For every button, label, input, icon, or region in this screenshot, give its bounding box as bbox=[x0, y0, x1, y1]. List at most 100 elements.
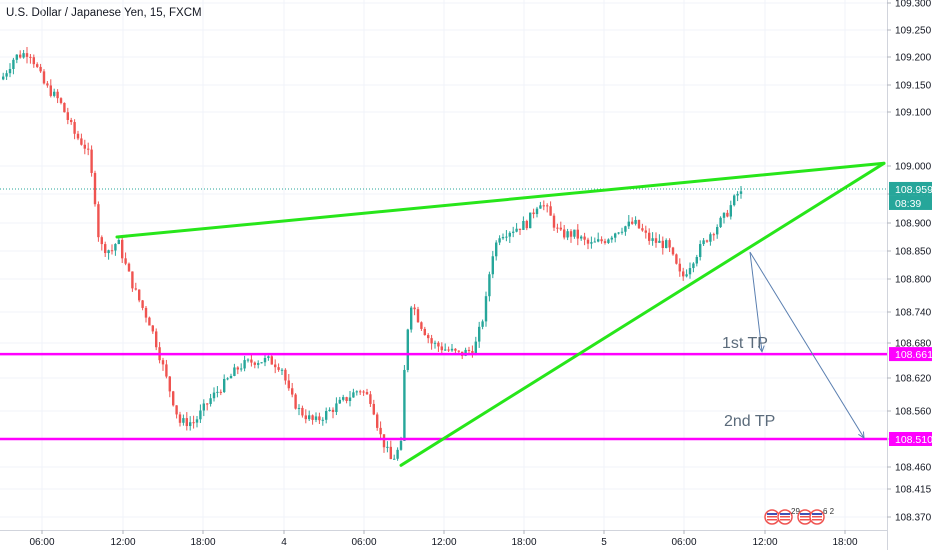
x-tick-label: 06:00 bbox=[29, 537, 54, 548]
candle-body bbox=[331, 409, 335, 413]
candle-body bbox=[484, 296, 488, 322]
candle-body bbox=[25, 53, 29, 57]
candle-body bbox=[308, 415, 311, 420]
candle-body bbox=[206, 403, 209, 405]
candle-body bbox=[121, 239, 124, 259]
candle-body bbox=[440, 346, 443, 351]
candle-body bbox=[671, 247, 675, 255]
price-tag-countdown-bg bbox=[889, 195, 932, 210]
candle-body bbox=[423, 328, 426, 336]
candle-body bbox=[189, 422, 192, 427]
candle-body bbox=[352, 392, 355, 398]
x-tick-label: 12:00 bbox=[431, 537, 456, 548]
candle-body bbox=[80, 138, 83, 145]
candle-body bbox=[284, 369, 287, 381]
candle-body bbox=[165, 364, 168, 377]
price-tag-level-2-bg bbox=[889, 432, 932, 446]
candle-body bbox=[532, 212, 535, 215]
candle-body bbox=[280, 369, 284, 371]
price-tag-last: 108.959 bbox=[895, 184, 932, 196]
candle-body bbox=[695, 256, 698, 264]
candle-body bbox=[212, 392, 216, 399]
x-tick-label: 18:00 bbox=[190, 537, 215, 548]
candle-body bbox=[376, 414, 379, 428]
event-flag-4 bbox=[809, 509, 825, 525]
candle-body bbox=[131, 271, 134, 289]
candle-body bbox=[454, 348, 457, 351]
y-tick-label: 108.900 bbox=[895, 219, 932, 230]
candle-body bbox=[450, 348, 454, 351]
candle-body bbox=[736, 193, 739, 196]
candle-body bbox=[729, 205, 732, 217]
candle-body bbox=[141, 300, 144, 308]
y-tick-label: 108.460 bbox=[895, 463, 932, 474]
candle-body bbox=[42, 71, 46, 84]
event-flag-2-count: 29 bbox=[791, 507, 800, 516]
candles bbox=[2, 47, 743, 461]
y-tick-label: 109.150 bbox=[895, 81, 932, 92]
chart-title: U.S. Dollar / Japanese Yen, 15, FXCM bbox=[6, 7, 202, 19]
candle-body bbox=[586, 239, 590, 244]
y-tick-label: 108.415 bbox=[895, 485, 932, 496]
candle-body bbox=[338, 399, 341, 404]
candle-body bbox=[678, 263, 681, 272]
candle-body bbox=[93, 172, 97, 205]
candle-body bbox=[110, 250, 114, 252]
candle-body bbox=[250, 359, 253, 363]
candle-body bbox=[573, 229, 576, 237]
candle-body bbox=[291, 388, 294, 395]
candle-body bbox=[457, 350, 460, 352]
candle-body bbox=[512, 231, 515, 233]
y-tick-label: 108.560 bbox=[895, 407, 932, 418]
candle-body bbox=[712, 234, 715, 236]
candle-body bbox=[270, 356, 273, 365]
candle-body bbox=[223, 378, 226, 393]
candle-body bbox=[90, 149, 93, 173]
candle-body bbox=[600, 239, 603, 242]
candle-body bbox=[488, 274, 491, 297]
candle-body bbox=[5, 73, 8, 77]
event-flag-2-stripe1 bbox=[780, 516, 790, 518]
candle-body bbox=[148, 317, 151, 326]
candle-body bbox=[563, 229, 566, 238]
candle-body bbox=[386, 446, 389, 448]
candle-body bbox=[525, 220, 528, 229]
candle-body bbox=[546, 205, 549, 207]
candle-body bbox=[478, 326, 481, 342]
candle-body bbox=[83, 144, 86, 149]
x-tick-label: 12:00 bbox=[752, 537, 777, 548]
event-flag-1 bbox=[764, 509, 780, 525]
y-tick-label: 108.740 bbox=[895, 308, 932, 319]
candle-body bbox=[559, 227, 562, 230]
event-flag-1-band bbox=[767, 513, 777, 515]
candle-body bbox=[328, 409, 331, 412]
candle-body bbox=[529, 212, 532, 229]
candle-body bbox=[267, 356, 270, 358]
candle-body bbox=[569, 231, 573, 237]
candle-body bbox=[393, 458, 396, 460]
candle-body bbox=[355, 391, 358, 393]
candle-body bbox=[413, 307, 416, 310]
candle-body bbox=[100, 237, 103, 245]
candle-body bbox=[287, 380, 290, 389]
y-tick-label: 108.680 bbox=[895, 339, 932, 350]
candle-body bbox=[342, 397, 345, 400]
candle-body bbox=[199, 410, 202, 420]
candle-body bbox=[556, 227, 559, 229]
candle-body bbox=[124, 258, 127, 264]
candle-body bbox=[539, 205, 542, 209]
candle-body bbox=[433, 342, 437, 344]
y-tick-label: 109.100 bbox=[895, 108, 932, 119]
candle-body bbox=[603, 241, 607, 243]
event-flag-1-stripe1 bbox=[767, 516, 777, 518]
candle-body bbox=[420, 322, 423, 329]
candle-body bbox=[182, 418, 185, 423]
event-flag-2 bbox=[777, 509, 793, 525]
event-flag-4-band bbox=[812, 513, 822, 515]
candle-body bbox=[648, 232, 651, 241]
x-tick-label: 06:00 bbox=[671, 537, 696, 548]
price-tag-level-1: 108.661 bbox=[895, 349, 932, 361]
candle-body bbox=[233, 367, 236, 376]
